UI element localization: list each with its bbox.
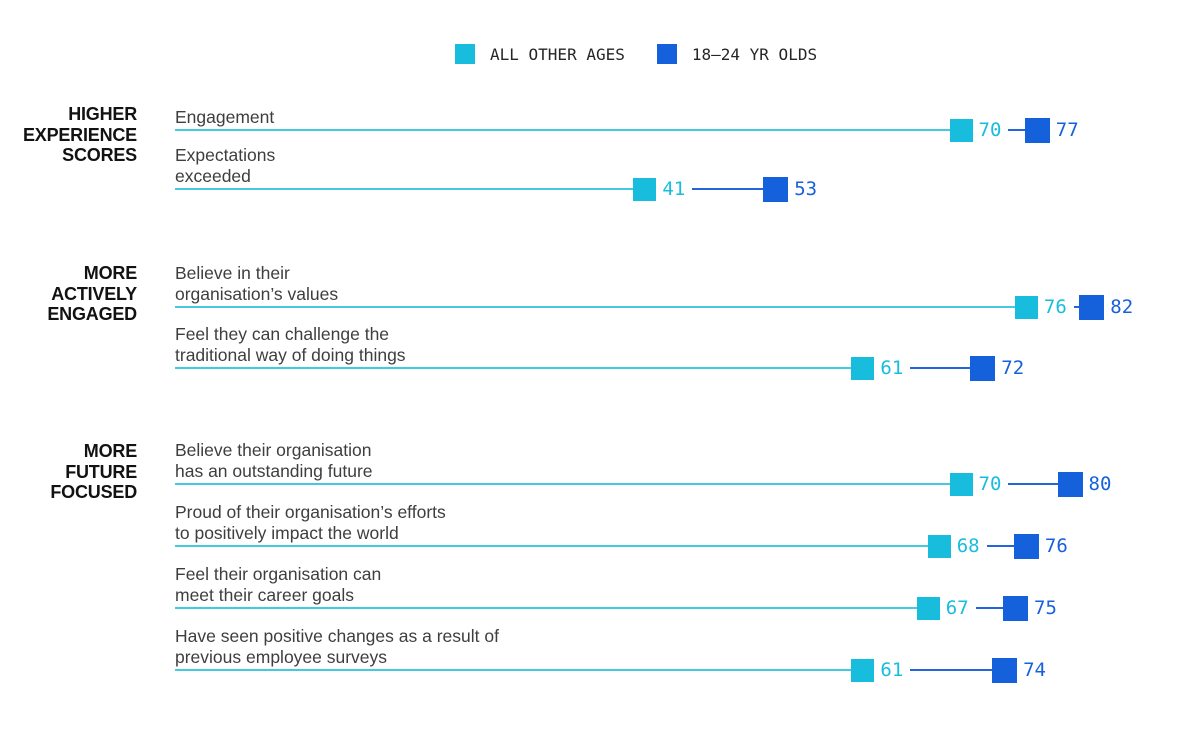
row-label: Proud of their organisation’s efforts to …	[175, 502, 446, 544]
group-label-line: HIGHER	[68, 104, 137, 124]
marker-all-other-ages	[927, 534, 951, 558]
value-18-24-yr-olds: 74	[1023, 659, 1046, 681]
connector-line	[644, 188, 776, 190]
connector-line	[961, 483, 1070, 485]
marker-all-other-ages	[916, 596, 940, 620]
row-label-line: meet their career goals	[175, 585, 354, 605]
row-label-line: Engagement	[175, 107, 275, 127]
connector-line	[862, 367, 983, 369]
all-other-ages-swatch-icon	[455, 44, 475, 64]
value-all-other-ages: 67	[939, 596, 976, 620]
group-label-line: ACTIVELY	[51, 283, 137, 304]
value-18-24-yr-olds: 72	[1001, 357, 1025, 379]
row-label-line: Believe in their	[175, 263, 290, 283]
row-label-line: previous employee surveys	[175, 647, 388, 667]
value-all-other-ages: 61	[874, 658, 911, 682]
marker-18-24-yr-olds	[1079, 294, 1105, 320]
row-label-line: Have seen positive changes as a result o…	[175, 626, 499, 646]
row-label: Believe their organisation has an outstan…	[175, 440, 373, 482]
legend-label-all-other-ages: ALL OTHER AGES	[490, 44, 625, 64]
row-base-line	[175, 607, 929, 609]
value-18-24-yr-olds: 76	[1044, 535, 1068, 557]
marker-18-24-yr-olds	[970, 355, 996, 381]
row-base-line	[175, 545, 940, 547]
value-all-other-ages: 76	[1037, 295, 1074, 319]
value-all-other-ages: 70	[972, 118, 1009, 142]
row-label: Engagement	[175, 107, 274, 128]
group-label-line: EXPERIENCE	[22, 124, 137, 145]
row-base-line	[175, 367, 863, 369]
marker-all-other-ages	[949, 118, 973, 142]
value-18-24-yr-olds: 53	[794, 178, 818, 200]
group-label: HIGHER EXPERIENCE SCORES	[0, 104, 137, 166]
row-base-line	[175, 483, 961, 485]
row-label-line: Feel their organisation can	[175, 564, 382, 584]
value-18-24-yr-olds: 75	[1034, 597, 1057, 619]
row-label-line: has an outstanding future	[175, 461, 373, 481]
legend-label-18-24-yr-olds: 18–24 YR OLDS	[691, 44, 818, 64]
marker-all-other-ages	[851, 356, 875, 380]
row-label: Have seen positive changes as a result o…	[175, 626, 499, 668]
row-label-line: organisation’s values	[175, 284, 339, 304]
group-label-line: MORE	[83, 263, 137, 283]
row-label-line: Believe their organisation	[175, 440, 372, 460]
marker-all-other-ages	[851, 658, 875, 682]
marker-all-other-ages	[949, 472, 973, 496]
marker-all-other-ages	[1014, 295, 1038, 319]
value-all-other-ages: 61	[874, 356, 911, 380]
group-label-line: FOCUSED	[50, 482, 137, 502]
value-all-other-ages: 68	[950, 534, 987, 558]
row-base-line	[175, 669, 863, 671]
value-all-other-ages: 70	[972, 472, 1009, 496]
value-18-24-yr-olds: 77	[1055, 119, 1079, 141]
legend-item-18-24-yr-olds: 18–24 YR OLDS	[656, 44, 818, 64]
row-label-line: Expectations	[175, 145, 276, 165]
group-label-line: MORE	[83, 441, 137, 461]
marker-18-24-yr-olds	[992, 657, 1018, 683]
group-label: MORE FUTURE FOCUSED	[0, 441, 137, 503]
row-label-line: to positively impact the world	[175, 523, 399, 543]
legend: ALL OTHER AGES 18–24 YR OLDS	[455, 44, 817, 64]
value-18-24-yr-olds: 82	[1110, 296, 1134, 318]
connector-line	[862, 669, 1005, 671]
value-18-24-yr-olds: 80	[1088, 473, 1112, 495]
row-base-line	[175, 188, 645, 190]
row-label-line: Feel they can challenge the	[175, 324, 390, 344]
legend-item-all-other-ages: ALL OTHER AGES	[455, 44, 625, 64]
value-all-other-ages: 41	[656, 177, 693, 201]
marker-all-other-ages	[633, 177, 657, 201]
group-label-line: SCORES	[62, 145, 137, 165]
row-base-line	[175, 306, 1027, 308]
row-base-line	[175, 129, 961, 131]
group-label-line: FUTURE	[65, 461, 137, 482]
marker-18-24-yr-olds	[763, 176, 789, 202]
group-label: MORE ACTIVELY ENGAGED	[0, 263, 137, 325]
marker-18-24-yr-olds	[1057, 471, 1083, 497]
row-label-line: Proud of their organisation’s efforts	[175, 502, 446, 522]
marker-18-24-yr-olds	[1013, 533, 1039, 559]
row-label: Feel they can challenge the traditional w…	[175, 324, 406, 366]
row-label: Believe in their organisation’s values	[175, 263, 338, 305]
row-label: Expectations exceeded	[175, 145, 275, 187]
marker-18-24-yr-olds	[1003, 595, 1028, 621]
group-label-line: ENGAGED	[47, 304, 137, 324]
row-label-line: exceeded	[175, 166, 251, 186]
row-label-line: traditional way of doing things	[175, 345, 406, 365]
18-24-yr-olds-swatch-icon	[656, 44, 677, 64]
row-label: Feel their organisation can meet their ca…	[175, 564, 381, 606]
marker-18-24-yr-olds	[1024, 117, 1050, 143]
